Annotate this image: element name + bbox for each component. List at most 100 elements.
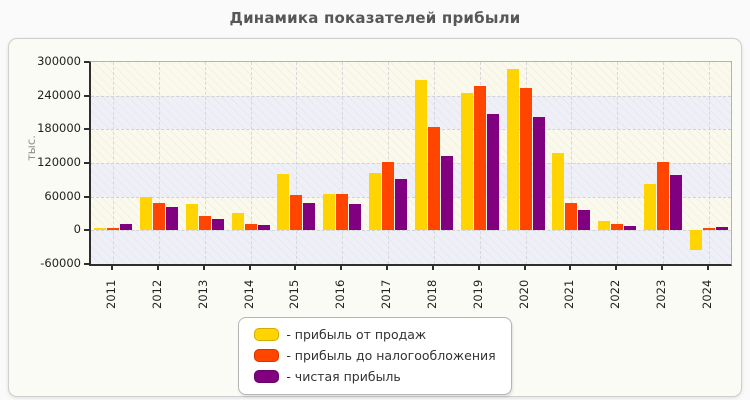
- bar-2011-s0: [94, 228, 106, 231]
- x-gridline: [158, 62, 160, 264]
- chart-panel: тыс. 300000 240000 180000 120000 60000 0 -6000…: [8, 38, 742, 397]
- legend-label: - прибыль до налогообложения: [286, 348, 496, 363]
- x-axis-tick-label: 2023: [654, 279, 669, 309]
- legend-swatch-icon: [254, 349, 280, 362]
- bar-2012-s1: [152, 202, 165, 231]
- bar-2012-s0: [139, 196, 152, 231]
- bar-2017-s0: [369, 173, 382, 231]
- bar-2019-s1: [473, 85, 486, 231]
- legend-swatch-icon: [254, 328, 280, 341]
- y-gridline: [91, 95, 731, 97]
- x-axis-tick-label: 2021: [562, 279, 577, 309]
- bar-2019-s2: [486, 114, 499, 231]
- bar-2012-s2: [165, 207, 178, 231]
- bar-2018-s1: [427, 127, 440, 231]
- plot-band: [91, 95, 731, 130]
- x-axis-tick: [340, 265, 343, 270]
- bar-2021-s1: [565, 203, 578, 231]
- x-axis-tick-label: 2011: [104, 279, 118, 309]
- bar-2021-s0: [552, 153, 565, 231]
- x-axis-tick: [202, 265, 205, 270]
- bar-2018-s0: [414, 79, 427, 231]
- legend-box: - прибыль от продаж - прибыль до налогооб…: [238, 317, 512, 395]
- x-axis-tick-label: 2019: [470, 279, 485, 309]
- legend-label: - прибыль от продаж: [286, 327, 427, 342]
- y-axis-tick: [84, 263, 89, 265]
- chart-title: Динамика показателей прибыли: [229, 9, 521, 27]
- bar-2023-s1: [657, 161, 670, 231]
- x-axis-tick-label: 2017: [379, 279, 394, 309]
- bar-2013-s2: [211, 218, 224, 231]
- x-gridline: [571, 62, 573, 264]
- bar-2018-s2: [440, 155, 453, 231]
- bar-2015-s0: [277, 174, 290, 231]
- legend-item-s1: - прибыль до налогообложения: [254, 348, 496, 363]
- x-gridline: [204, 62, 206, 264]
- x-axis-tick: [707, 265, 709, 270]
- x-axis-tick: [477, 265, 480, 270]
- x-axis-tick: [615, 265, 618, 270]
- x-axis-tick: [661, 265, 664, 270]
- x-axis-tick-label: 2024: [700, 279, 714, 309]
- x-axis-tick: [111, 265, 113, 270]
- y-axis-tick-label: 0: [73, 222, 81, 237]
- x-gridline: [250, 62, 252, 264]
- x-axis-tick: [569, 265, 572, 270]
- bar-2011-s1: [107, 228, 119, 231]
- bar-2024-s0: [690, 230, 702, 250]
- y-gridline: [91, 230, 731, 232]
- y-axis-tick: [84, 229, 89, 232]
- plot-band: [91, 62, 731, 96]
- bar-2023-s2: [670, 175, 683, 231]
- y-gridline: [91, 163, 731, 164]
- y-axis-tick: [84, 162, 89, 164]
- x-gridline: [709, 62, 710, 264]
- x-axis-tick: [431, 265, 434, 270]
- bar-2022-s0: [598, 220, 611, 231]
- plot-background: [91, 62, 731, 264]
- bar-2016-s0: [323, 193, 336, 231]
- x-axis-tick-label: 2015: [287, 279, 302, 309]
- legend-swatch-icon: [254, 370, 280, 383]
- y-axis-tick-label: 300000: [37, 54, 81, 68]
- legend-item-s0: - прибыль от продаж: [254, 327, 495, 342]
- bar-2024-s1: [703, 227, 715, 231]
- x-axis-tick-label: 2014: [241, 279, 256, 309]
- legend: - прибыль от продаж - прибыль до налогооб…: [9, 317, 741, 395]
- bar-2020-s2: [532, 116, 545, 231]
- legend-item-s2: - чистая прибыль: [254, 369, 495, 384]
- x-axis-tick-label: 2022: [608, 279, 623, 309]
- x-gridline: [342, 62, 344, 264]
- bar-2011-s2: [120, 224, 132, 231]
- y-axis-tick-label: 60000: [44, 188, 81, 203]
- bar-2021-s2: [578, 209, 591, 231]
- y-axis-tick: [84, 94, 89, 97]
- y-gridline: [91, 129, 731, 131]
- bar-2013-s1: [198, 215, 211, 231]
- bar-2015-s1: [290, 194, 303, 231]
- x-gridline: [113, 62, 114, 264]
- bar-2019-s0: [460, 92, 473, 231]
- y-axis-tick-label: -60000: [40, 256, 81, 270]
- y-axis-tick-label: 180000: [37, 121, 81, 136]
- legend-label: - чистая прибыль: [286, 369, 401, 384]
- bar-2016-s2: [349, 203, 362, 231]
- bar-2020-s1: [519, 88, 532, 231]
- bar-2016-s1: [336, 194, 349, 231]
- y-axis-tick: [84, 195, 89, 198]
- bar-2022-s1: [611, 224, 624, 231]
- plot-area: [89, 61, 732, 266]
- x-axis-tick-label: 2018: [424, 279, 439, 309]
- bar-2017-s1: [382, 162, 395, 231]
- y-axis-tick: [84, 61, 89, 63]
- y-gridline: [91, 196, 731, 198]
- x-axis-tick: [294, 265, 297, 270]
- x-axis-tick-label: 2012: [149, 279, 164, 309]
- bar-2024-s2: [716, 226, 728, 231]
- plot-band: [91, 129, 731, 163]
- x-axis-tick-label: 2020: [516, 279, 531, 309]
- plot-band: [91, 163, 731, 197]
- x-axis-tick: [248, 265, 251, 270]
- bar-2017-s2: [395, 178, 408, 231]
